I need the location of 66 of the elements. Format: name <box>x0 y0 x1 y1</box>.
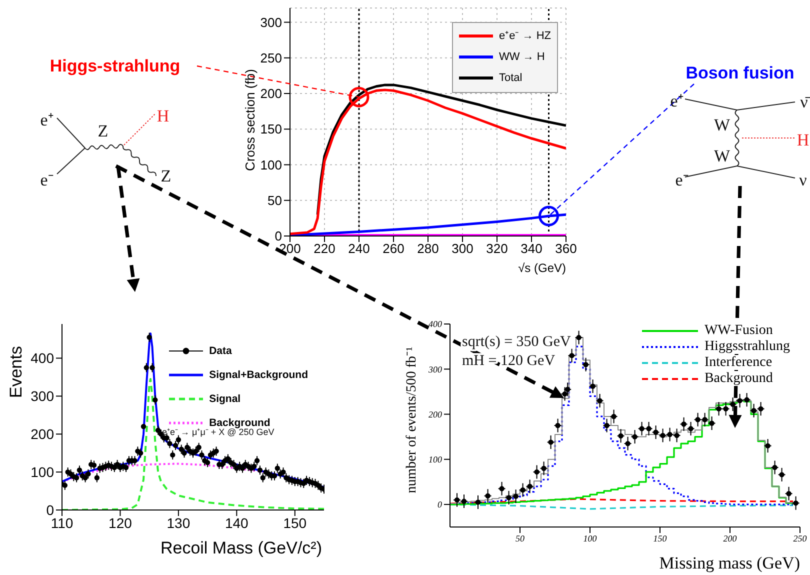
y-tick-label: 300 <box>428 364 442 374</box>
text: e⁻ <box>40 170 54 190</box>
y-tick-label: 100 <box>428 454 442 465</box>
x-tick-label: 200 <box>723 533 738 544</box>
legend-label: Background <box>209 417 270 429</box>
x-tick-label: 240 <box>348 241 370 256</box>
y-tick-label: 200 <box>260 86 282 102</box>
y-tick-label: 200 <box>428 409 442 420</box>
y-axis-title: Events <box>6 346 26 398</box>
x-tick-label: 360 <box>555 241 577 256</box>
x-tick-label: 250 <box>793 533 808 544</box>
y-axis-title: number of events/500 fb⁻¹ <box>404 346 420 494</box>
x-tick-label: 150 <box>283 514 307 531</box>
x-tick-label: 320 <box>486 241 508 256</box>
text: e⁺ <box>670 92 684 110</box>
legend-label: WW-Fusion <box>704 323 773 338</box>
y-tick-label: 250 <box>260 50 282 66</box>
legend-label: WW → H <box>498 51 545 63</box>
x-tick-label: 260 <box>382 241 404 256</box>
text: e⁺ <box>40 110 54 130</box>
x-tick-label: 130 <box>166 514 190 531</box>
y-tick-label: 100 <box>30 464 54 480</box>
legend-label: e⁺e⁻ → HZ <box>498 30 551 42</box>
legend-label: Total <box>498 72 522 84</box>
legend-label: Higgsstrahlung <box>704 339 790 354</box>
text: H <box>156 106 170 126</box>
y-tick-label: 50 <box>268 192 282 208</box>
y-tick-label: 400 <box>428 319 442 330</box>
legend-label: Interference <box>704 355 772 370</box>
y-tick-label: 300 <box>30 388 54 404</box>
x-tick-label: 340 <box>520 241 542 256</box>
y-tick-label: 0 <box>274 228 282 244</box>
legend-label: Background <box>704 371 773 386</box>
y-axis-title: Cross section (fb) <box>242 69 258 171</box>
x-tick-label: 120 <box>108 514 132 531</box>
annotation: e⁺e⁻ → μ⁺μ⁻ + X @ 250 GeV <box>162 427 274 437</box>
x-tick-label: 50 <box>516 533 525 544</box>
y-tick-label: 100 <box>260 157 282 172</box>
x-tick-label: 220 <box>314 241 336 256</box>
x-tick-label: 150 <box>653 533 668 544</box>
y-tick-label: 150 <box>260 122 282 137</box>
text: W <box>714 146 731 166</box>
annotation: Boson fusion <box>686 64 794 82</box>
legend-label: Signal <box>209 393 241 405</box>
x-tick-label: 300 <box>452 241 474 256</box>
y-tick-label: 0 <box>438 500 442 510</box>
x-tick-label: 100 <box>583 533 598 544</box>
text: ν <box>799 170 808 190</box>
text: e⁻ <box>675 170 689 190</box>
y-tick-label: 300 <box>260 14 282 30</box>
text: Z <box>98 122 108 140</box>
x-axis-title: Recoil Mass (GeV/c²) <box>160 538 322 558</box>
x-tick-label: 140 <box>224 514 249 531</box>
text: H <box>796 130 810 150</box>
legend-label: Signal+Background <box>209 369 308 381</box>
annotation: sqrt(s) = 350 GeV <box>462 334 572 350</box>
text: Z <box>160 166 172 186</box>
text: W <box>714 116 731 134</box>
x-tick-label: 280 <box>417 241 439 256</box>
x-axis-title: √s (GeV) <box>518 261 566 275</box>
annotation: Higgs-strahlung <box>50 56 180 76</box>
x-axis-title: Missing mass (GeV) <box>659 554 800 572</box>
text: ν̄ <box>800 92 810 112</box>
legend-label: Data <box>209 345 232 357</box>
y-tick-label: 400 <box>30 350 54 366</box>
y-tick-label: 200 <box>30 426 54 442</box>
